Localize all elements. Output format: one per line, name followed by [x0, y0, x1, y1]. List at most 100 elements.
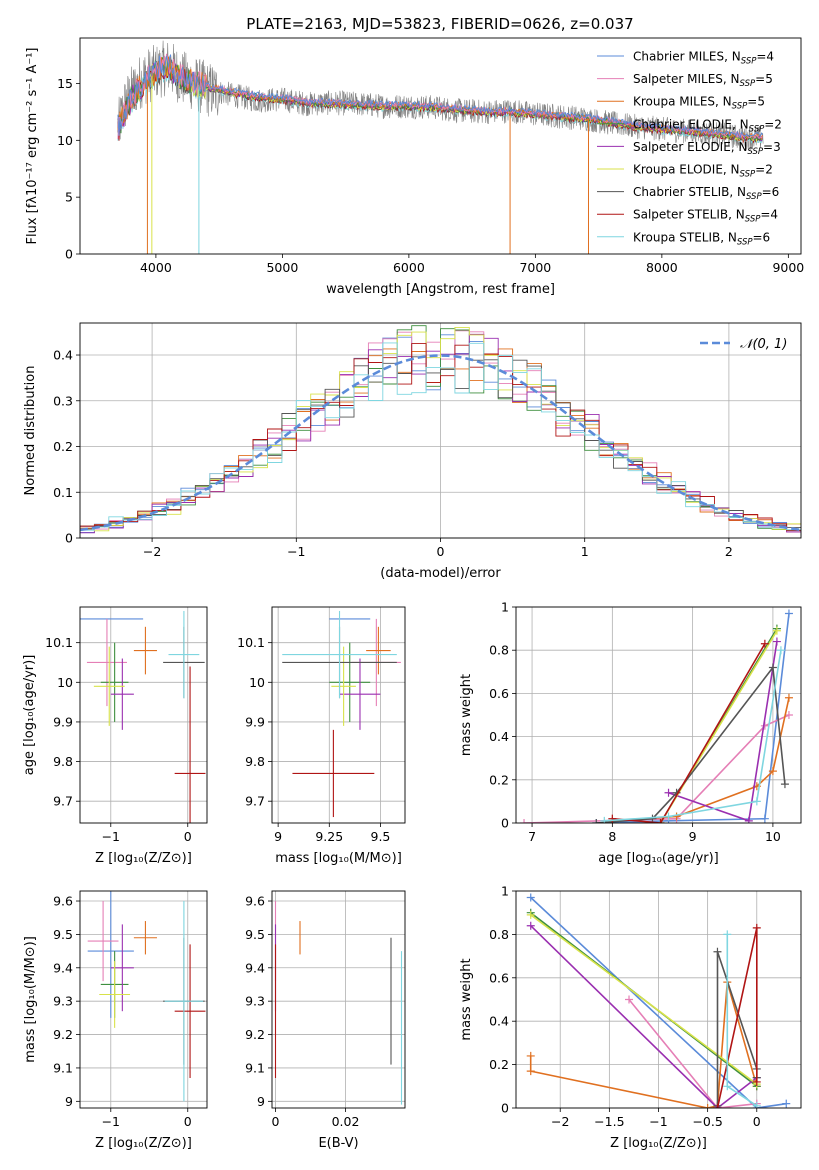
series-line: [612, 643, 766, 823]
series-line: [530, 896, 787, 1108]
series-marker: [784, 609, 793, 618]
series-marker: [782, 1099, 791, 1108]
legend-sub: SSP: [749, 124, 765, 134]
x-axis-label: Z [log₁₀(Z/Z⊙)]: [95, 851, 192, 866]
x-tick-label: 8: [608, 829, 616, 844]
axes-z_weight: −2 −1.5 −1 −0.5 0 0 0.2 0.4 0.6 0.8 1 Z [log₁₀(Z/Z⊙…: [459, 884, 802, 1151]
figure-title: PLATE=2163, MJD=53823, FIBERID=0626, z=0…: [246, 15, 633, 33]
histogram-chabrier_stelib: [80, 356, 801, 538]
legend-tail: =2: [764, 117, 782, 131]
y-axis-label: mass weight: [459, 674, 474, 756]
y-tick-label: 0.4: [53, 348, 73, 363]
panel-age_weight: 7 8 9 10 0 0.2 0.4 0.6 0.8 1 age [log₁₀(age/yr)] ma…: [459, 600, 802, 866]
series-marker: [648, 814, 657, 823]
series-line: [604, 650, 782, 822]
legend-label-salpeter_elodie: Salpeter ELODIE, NSSP=3: [633, 140, 781, 157]
errorbar-point-salpeter_miles: [87, 901, 119, 982]
panel-spectrum: 4000 5000 6000 7000 8000 9000 0 5 10 15 wavelength…: [25, 37, 804, 297]
legend-tail: =4: [760, 208, 778, 222]
legend-sub: SSP: [745, 215, 761, 225]
legend-sub: SSP: [740, 79, 756, 89]
y-tick-label: 9.1: [53, 1060, 73, 1075]
y-tick-label: 9.8: [245, 754, 265, 769]
series-marker: [625, 995, 634, 1004]
legend-tail: =3: [763, 140, 781, 154]
y-axis-label: Flux [fλ10⁻¹⁷ erg cm⁻² s⁻¹ A⁻¹]: [25, 48, 40, 245]
errorbar-point-kroupa_miles: [366, 626, 391, 675]
series-marker: [760, 639, 769, 648]
x-axis-label: Z [log₁₀(Z/Z⊙)]: [610, 1136, 707, 1151]
errorbar-point-kroupa_miles: [133, 921, 157, 955]
x-tick-label: −2: [143, 544, 161, 559]
errorbar-point-salpeter_miles: [86, 618, 127, 707]
x-tick-label: −1: [287, 544, 305, 559]
series-salpeter_elodie: [664, 637, 781, 823]
series-line: [523, 714, 790, 823]
x-tick-label: 9: [689, 829, 697, 844]
plot-area-z_age: [80, 610, 206, 823]
errorbar-point-salpeter_elodie: [339, 658, 381, 730]
plot-area-z_mass: [87, 891, 206, 1102]
axes-age_weight: 7 8 9 10 0 0.2 0.4 0.6 0.8 1 age [log₁₀(age/yr)] ma…: [459, 600, 802, 866]
legend-sub: SSP: [747, 147, 763, 157]
legend-tail: =6: [753, 230, 771, 244]
plot-area-ebv_mass: [274, 901, 403, 1105]
x-axis-label: E(B-V): [318, 1136, 358, 1151]
series-marker: [772, 626, 781, 635]
x-tick-label: 1: [581, 544, 589, 559]
legend-sub: SSP: [740, 170, 756, 180]
plot-area-spectrum: [117, 40, 764, 254]
y-tick-label: 9.9: [53, 714, 73, 729]
series-marker: [526, 910, 535, 919]
y-tick-label: 9.2: [53, 1027, 73, 1042]
y-axis-label: mass weight: [459, 958, 474, 1040]
series-marker: [664, 812, 673, 821]
y-tick-label: 9.6: [53, 894, 73, 909]
x-tick-label: −1: [649, 1114, 667, 1129]
plot-area-age_weight: [520, 609, 793, 823]
y-tick-label: 10: [249, 675, 265, 690]
y-tick-label: 0.8: [489, 643, 509, 658]
panel-z_mass: −1 0 9 9.1 9.2 9.3 9.4 9.5 9.6 Z [log₁₀(Z/Z⊙)] mas…: [23, 890, 208, 1151]
y-tick-label: 9.8: [53, 754, 73, 769]
y-tick-label: 0.3: [53, 393, 73, 408]
x-tick-label: 0: [437, 544, 445, 559]
x-tick-label: −1: [102, 1114, 120, 1129]
errorbar-point-salpeter_stelib: [174, 944, 206, 1078]
y-tick-label: 9.7: [245, 794, 265, 809]
y-tick-label: 9.5: [245, 927, 265, 942]
legend-label-salpeter_stelib: Salpeter STELIB, NSSP=4: [633, 208, 778, 225]
errorbar-point-kroupa_stelib: [168, 610, 200, 699]
errorbar-point-chabrier_elodie: [100, 642, 129, 722]
series-salpeter_stelib: [713, 923, 761, 1108]
gaussian-curve: [80, 354, 801, 532]
x-tick-label: 0.02: [332, 1114, 360, 1129]
series-line: [596, 613, 790, 823]
x-tick-label: 2: [725, 544, 733, 559]
x-tick-label: 0: [272, 1114, 280, 1129]
plot-area-mass_age: [282, 610, 401, 818]
y-tick-label: 0: [65, 531, 73, 546]
plot-area-z_weight: [526, 893, 791, 1108]
legend-label-kroupa_miles: Kroupa MILES, NSSP=5: [633, 95, 765, 112]
y-tick-label: 0: [501, 816, 509, 831]
y-tick-label: 10.1: [45, 635, 73, 650]
x-tick-label: 4000: [140, 260, 172, 275]
series-salpeter_stelib: [608, 639, 769, 823]
series-marker: [752, 1077, 761, 1086]
y-tick-label: 0.4: [489, 1014, 509, 1029]
x-tick-label: 8000: [646, 260, 678, 275]
legend-label-chabrier_elodie: Chabrier ELODIE, NSSP=2: [633, 117, 782, 134]
y-tick-label: 9.9: [245, 714, 265, 729]
legend-sub: SSP: [741, 57, 757, 67]
histogram-salpeter_stelib: [80, 343, 801, 538]
errorbar-point-kroupa_elodie: [331, 646, 356, 726]
y-tick-label: 9.4: [53, 960, 73, 975]
x-tick-label: 9: [274, 829, 282, 844]
series-marker: [772, 637, 781, 646]
axes-z_age: −1 0 9.7 9.8 9.9 10 10.1 Z [log₁₀(Z/Z⊙)] age [lo…: [22, 606, 208, 866]
axes-frame: [515, 606, 802, 824]
x-tick-label: 0: [184, 829, 192, 844]
legend-label-gaussian: 𝒩(0, 1): [740, 337, 787, 352]
